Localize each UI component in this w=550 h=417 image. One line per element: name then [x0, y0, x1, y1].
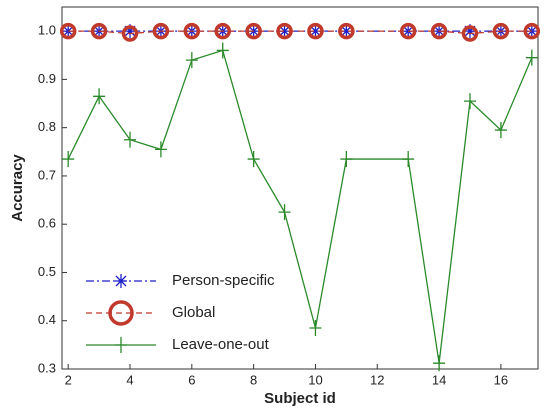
marker — [340, 151, 353, 168]
marker — [214, 22, 231, 40]
y-axis-label: Accuracy — [9, 154, 26, 222]
x-tick-label: 8 — [250, 372, 257, 387]
legend-marker — [115, 274, 127, 288]
y-tick-label: 0.5 — [38, 264, 56, 279]
legend-marker — [108, 300, 134, 326]
marker — [124, 24, 136, 39]
marker — [245, 22, 262, 40]
marker — [183, 22, 201, 40]
marker — [492, 22, 510, 40]
marker — [276, 22, 293, 40]
marker — [121, 25, 139, 42]
marker — [62, 151, 75, 168]
marker — [464, 93, 476, 110]
x-axis-label: Subject id — [264, 390, 336, 407]
y-tick-label: 0.7 — [38, 167, 56, 182]
x-tick-label: 16 — [494, 372, 508, 387]
marker — [62, 24, 75, 39]
marker — [278, 24, 291, 39]
marker — [93, 88, 106, 105]
marker — [185, 52, 198, 69]
x-tick-label: 4 — [126, 372, 133, 387]
marker — [430, 22, 448, 40]
y-tick-label: 1.0 — [38, 23, 56, 38]
marker — [461, 25, 479, 42]
series-line — [68, 30, 532, 35]
marker — [247, 151, 260, 168]
y-tick-label: 0.6 — [38, 216, 56, 231]
plot-frame — [61, 6, 539, 370]
marker — [433, 355, 446, 372]
y-tick-label: 0.4 — [38, 312, 56, 327]
marker — [402, 151, 415, 168]
y-tick-label: 0.8 — [38, 119, 56, 134]
marker — [124, 131, 136, 148]
marker — [278, 204, 291, 221]
marker — [309, 24, 322, 39]
marker — [307, 22, 324, 40]
legend-label: Person-specific — [172, 272, 275, 289]
legend-label: Leave-one-out — [172, 336, 270, 353]
marker — [152, 22, 170, 40]
y-tick-label: 0.3 — [38, 360, 56, 375]
marker — [464, 24, 476, 39]
marker — [216, 42, 229, 59]
x-tick-label: 12 — [370, 372, 384, 387]
marker — [340, 24, 353, 39]
series-line — [67, 49, 533, 364]
marker — [523, 22, 541, 40]
x-tick-label: 14 — [432, 372, 446, 387]
marker — [59, 22, 77, 40]
marker — [399, 22, 417, 40]
x-tick-label: 2 — [65, 372, 72, 387]
legend-marker — [115, 337, 127, 353]
legend-label: Global — [172, 304, 215, 321]
marker — [525, 49, 538, 66]
marker — [338, 22, 355, 40]
marker — [494, 122, 507, 139]
marker — [90, 22, 108, 40]
x-tick-label: 6 — [188, 372, 195, 387]
y-tick-label: 0.9 — [38, 71, 56, 86]
marker — [309, 319, 322, 336]
marker — [154, 141, 167, 158]
x-tick-label: 10 — [308, 372, 322, 387]
